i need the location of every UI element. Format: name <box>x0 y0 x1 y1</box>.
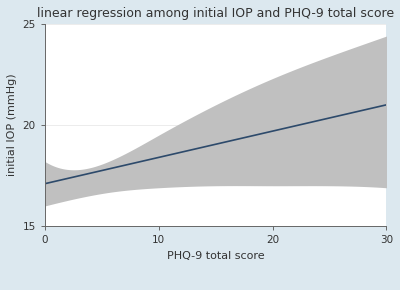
X-axis label: PHQ-9 total score: PHQ-9 total score <box>167 251 264 261</box>
Title: linear regression among initial IOP and PHQ-9 total score: linear regression among initial IOP and … <box>37 7 394 20</box>
Y-axis label: initial IOP (mmHg): initial IOP (mmHg) <box>7 74 17 176</box>
